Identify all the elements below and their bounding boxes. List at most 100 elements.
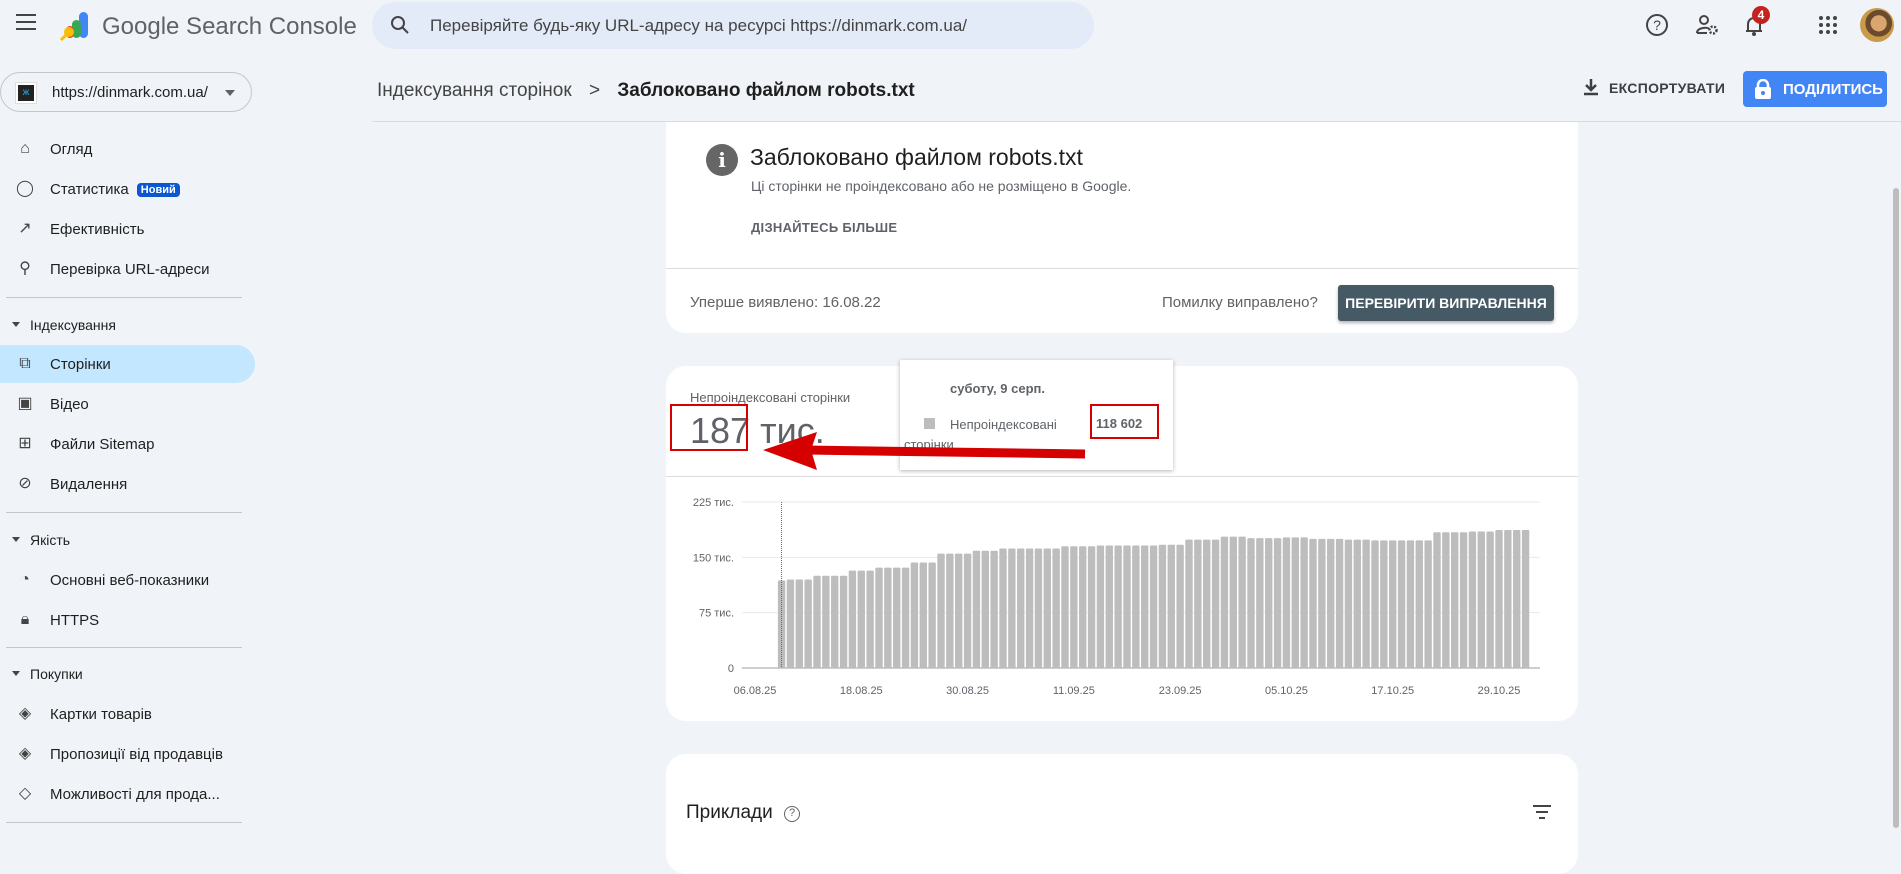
bar <box>1459 532 1468 668</box>
export-label: ЕКСПОРТУВАТИ <box>1609 80 1726 96</box>
sidebar-item-product-snippets[interactable]: ◈ Картки товарів <box>0 695 255 733</box>
bar <box>1477 531 1485 668</box>
filter-icon[interactable] <box>1532 804 1552 820</box>
sidebar-item-sitemaps[interactable]: ⊞ Файли Sitemap <box>0 425 255 463</box>
first-detected: Уперше виявлено: 16.08.22 <box>690 294 881 311</box>
url-inspection-search[interactable]: Перевіряйте будь-яку URL-адресу на ресур… <box>372 2 1094 49</box>
download-icon <box>1584 79 1598 96</box>
sidebar-item-label: Перевірка URL-адреси <box>50 261 210 278</box>
bar <box>795 579 803 668</box>
bar <box>972 550 981 668</box>
app-title[interactable]: Google Search Console <box>102 13 357 40</box>
home-icon: ⌂ <box>20 140 30 157</box>
bar <box>901 567 910 668</box>
sidebar-item-pages[interactable]: ⧉ Сторінки <box>0 345 255 383</box>
bar <box>848 570 857 668</box>
bar <box>1371 540 1379 668</box>
bar <box>928 562 936 668</box>
bar <box>1353 539 1361 668</box>
divider <box>6 822 242 823</box>
share-button[interactable]: ПОДІЛИТИСЬ <box>1743 71 1887 107</box>
sidebar-item-overview[interactable]: ⌂ Огляд <box>0 130 255 168</box>
sidebar-item-label: Статистика Новий <box>50 181 180 198</box>
bar <box>1362 539 1370 668</box>
section-experience[interactable]: Якість <box>12 532 70 548</box>
sidebar-item-merchant-listings[interactable]: ◈ Пропозиції від продавців <box>0 735 255 773</box>
sidebar-item-label: Відео <box>50 396 89 413</box>
sidebar-item-shopping-tab[interactable]: ◇ Можливості для прода... <box>0 775 255 813</box>
section-title: Покупки <box>30 666 83 682</box>
search-input[interactable]: Перевіряйте будь-яку URL-адресу на ресур… <box>430 16 968 35</box>
trending-up-icon: ↗ <box>18 220 32 237</box>
bar <box>1025 548 1034 668</box>
sidebar-item-label: Видалення <box>50 476 128 493</box>
avatar[interactable] <box>1860 8 1894 42</box>
sidebar-item-https[interactable]: 🔒︎ HTTPS <box>0 601 255 639</box>
bar <box>1521 530 1530 668</box>
bar <box>1132 545 1140 668</box>
bar <box>955 553 963 668</box>
lightbulb-icon: ◯ <box>16 180 34 197</box>
apps-icon[interactable] <box>1815 12 1841 38</box>
bar <box>1123 545 1131 668</box>
help-icon[interactable]: ? <box>784 806 800 822</box>
bar <box>1158 544 1167 668</box>
bar <box>919 562 927 668</box>
lock-icon <box>1755 79 1771 99</box>
caret-down-icon <box>12 537 20 546</box>
sidebar-item-removals[interactable]: ⊘ Видалення <box>0 465 255 503</box>
bar <box>1247 538 1255 668</box>
sidebar-item-performance[interactable]: ↗ Ефективність <box>0 210 255 248</box>
scrollbar[interactable] <box>1893 188 1899 828</box>
sidebar-item-core-web-vitals[interactable]: ◔ Основні веб-показники <box>0 561 255 599</box>
issue-subtitle: Ці сторінки не проіндексовано або не роз… <box>751 178 1132 194</box>
divider <box>666 268 1578 269</box>
sidebar-item-insights[interactable]: ◯ Статистика Новий <box>0 170 255 208</box>
property-selector[interactable]: ж https://dinmark.com.ua/ <box>0 72 252 112</box>
bar <box>999 548 1007 668</box>
bar <box>1034 548 1043 668</box>
bar <box>981 550 989 668</box>
bar <box>1335 538 1344 668</box>
sidebar-item-url-inspection[interactable]: ⚲ Перевірка URL-адреси <box>0 250 255 288</box>
validate-fix-button[interactable]: ПЕРЕВІРИТИ ВИПРАВЛЕННЯ <box>1338 285 1554 321</box>
bar <box>1141 545 1149 668</box>
sidebar-item-label: Сторінки <box>50 356 111 373</box>
breadcrumb-parent[interactable]: Індексування сторінок <box>377 80 572 101</box>
help-icon[interactable]: ? <box>1644 12 1670 38</box>
sidebar-item-video[interactable]: ▣ Відео <box>0 385 255 423</box>
issue-title: Заблоковано файлом robots.txt <box>750 144 1083 170</box>
y-tick-label: 0 <box>728 663 734 675</box>
search-icon <box>391 16 409 34</box>
issue-card: i Заблоковано файлом robots.txt Ці сторі… <box>666 122 1578 333</box>
bar <box>1291 537 1299 668</box>
tag-icon: ◇ <box>18 785 32 802</box>
export-button[interactable]: ЕКСПОРТУВАТИ <box>1583 78 1725 96</box>
section-shopping[interactable]: Покупки <box>12 666 83 682</box>
bar <box>1327 538 1335 668</box>
bar <box>1380 540 1388 668</box>
bar <box>1318 538 1326 668</box>
label-text: Статистика <box>50 181 129 198</box>
sitemap-icon: ⊞ <box>18 435 32 452</box>
bar <box>1096 545 1105 668</box>
bar <box>1344 539 1353 668</box>
bar <box>937 553 945 668</box>
fixed-question: Помилку виправлено? <box>1162 294 1318 311</box>
bar-chart[interactable]: 0 75 тис. 150 тис. 225 тис. 06.08.25 18.08.25… <box>666 480 1578 720</box>
bar <box>910 562 919 668</box>
section-indexing[interactable]: Індексування <box>12 317 116 333</box>
x-tick-label: 11.09.25 <box>1053 685 1095 697</box>
learn-more-link[interactable]: ДІЗНАЙТЕСЬ БІЛЬШЕ <box>751 220 898 235</box>
divider <box>666 476 1578 477</box>
visibility-off-icon: ⊘ <box>18 475 32 492</box>
svg-text:?: ? <box>1653 17 1661 33</box>
x-tick-label: 29.10.25 <box>1478 685 1521 697</box>
legend-swatch <box>924 418 935 429</box>
admin-settings-icon[interactable] <box>1694 12 1720 38</box>
menu-icon[interactable] <box>16 14 36 30</box>
page-title: Заблоковано файлом robots.txt <box>617 80 915 101</box>
chevron-down-icon <box>225 90 235 101</box>
bar <box>875 567 883 668</box>
summary-number: 187 <box>690 410 751 451</box>
